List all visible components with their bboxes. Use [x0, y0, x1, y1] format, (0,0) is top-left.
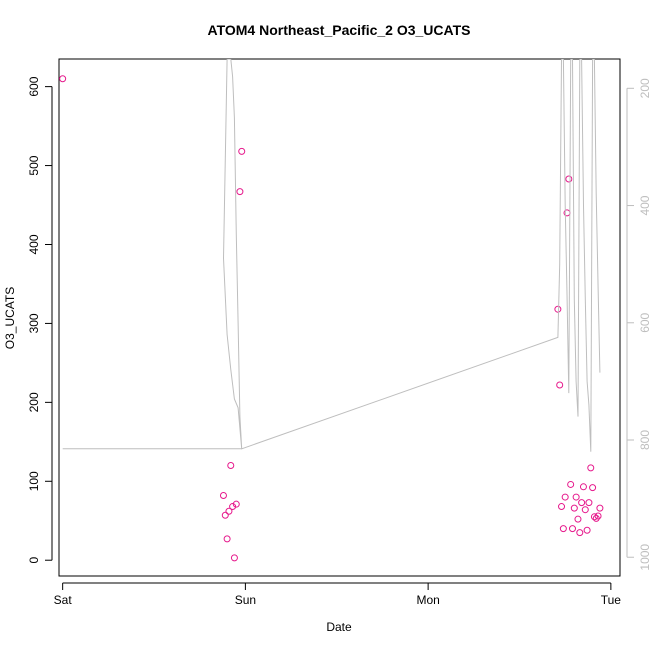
data-point	[596, 504, 604, 512]
left-y-axis: 0 100 200 300 400 500 600	[27, 76, 53, 564]
left-tick-label: 500	[27, 155, 41, 175]
data-point	[583, 526, 591, 534]
data-point	[585, 499, 593, 507]
plot-frame	[58, 58, 621, 577]
data-point	[219, 491, 227, 499]
plot-area	[59, 59, 604, 562]
data-point	[579, 483, 587, 491]
data-point	[225, 507, 233, 515]
data-point	[229, 503, 237, 511]
data-point	[227, 461, 235, 469]
data-point	[59, 75, 67, 83]
x-tick-label: Sat	[54, 593, 73, 607]
data-point	[590, 513, 598, 521]
data-point	[572, 493, 580, 501]
data-point	[556, 381, 564, 389]
data-point	[221, 511, 229, 519]
y-axis-label: O3_UCATS	[3, 287, 17, 349]
data-point	[561, 493, 569, 501]
data-point	[567, 480, 575, 488]
data-point	[558, 503, 566, 511]
right-tick-label: 200	[638, 78, 650, 98]
x-axis-label: Date	[326, 620, 352, 634]
data-point	[554, 305, 562, 313]
left-tick-label: 300	[27, 313, 41, 333]
right-tick-label: 400	[638, 195, 650, 215]
data-point	[589, 484, 597, 492]
left-tick-label: 400	[27, 234, 41, 254]
data-point	[238, 147, 246, 155]
data-point	[568, 525, 576, 533]
x-axis: Sat Sun Mon Tue	[54, 582, 622, 607]
left-tick-label: 100	[27, 471, 41, 491]
data-point	[232, 500, 240, 508]
left-tick-label: 0	[27, 557, 41, 564]
data-point	[230, 554, 238, 562]
chart-title: ATOM4 Northeast_Pacific_2 O3_UCATS	[208, 22, 471, 38]
data-point	[559, 525, 567, 533]
data-point	[565, 175, 573, 183]
right-tick-label: 600	[638, 312, 650, 332]
pressure-line	[62, 59, 601, 452]
x-tick-label: Tue	[601, 593, 622, 607]
data-point	[570, 504, 578, 512]
x-tick-label: Sun	[235, 593, 256, 607]
data-point	[594, 512, 602, 520]
left-tick-label: 200	[27, 392, 41, 412]
left-tick-label: 600	[27, 76, 41, 96]
x-tick-label: Mon	[416, 593, 439, 607]
data-point	[587, 464, 595, 472]
data-point	[223, 535, 231, 543]
data-point	[578, 499, 586, 507]
data-point	[574, 515, 582, 523]
data-point	[576, 529, 584, 537]
right-tick-label: 800	[638, 430, 650, 450]
data-point	[581, 506, 589, 514]
right-tick-label: 1000	[638, 544, 650, 571]
data-point	[236, 188, 244, 196]
right-y-axis: 200 400 600 800 1000	[626, 78, 650, 571]
